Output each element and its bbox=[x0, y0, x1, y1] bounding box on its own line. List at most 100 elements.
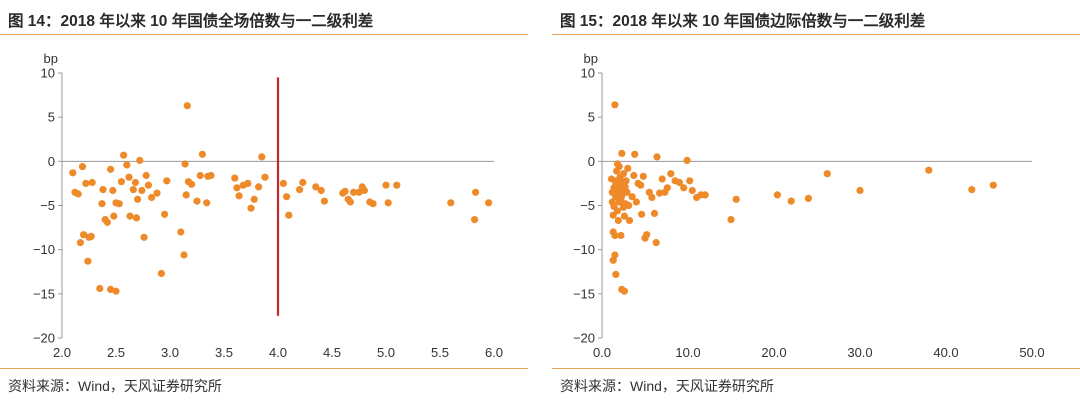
data-point bbox=[82, 179, 90, 187]
data-point bbox=[618, 149, 626, 157]
data-point bbox=[856, 186, 864, 195]
data-point bbox=[648, 193, 656, 202]
x-tick-label: 3.0 bbox=[161, 345, 179, 360]
data-point bbox=[96, 284, 104, 293]
data-point bbox=[643, 231, 651, 239]
data-point bbox=[144, 181, 152, 189]
data-point bbox=[650, 209, 659, 217]
data-point bbox=[804, 194, 812, 202]
x-tick-label: 4.0 bbox=[269, 345, 287, 360]
data-point bbox=[631, 150, 639, 158]
data-point bbox=[193, 197, 201, 205]
data-point bbox=[447, 199, 455, 207]
data-point bbox=[99, 186, 107, 194]
data-point bbox=[84, 257, 92, 265]
source-rule-15 bbox=[552, 368, 1080, 369]
data-point bbox=[667, 170, 675, 178]
data-point bbox=[153, 189, 161, 197]
data-point bbox=[80, 231, 88, 239]
y-tick-label: −10 bbox=[573, 242, 595, 257]
data-point bbox=[688, 186, 696, 195]
data-point bbox=[624, 164, 632, 172]
data-point bbox=[638, 210, 646, 218]
data-point bbox=[88, 178, 96, 187]
data-point bbox=[675, 178, 683, 187]
y-tick-label: −15 bbox=[573, 286, 595, 301]
data-point bbox=[621, 183, 629, 191]
data-point bbox=[639, 172, 647, 180]
data-point bbox=[142, 171, 150, 180]
data-point bbox=[652, 239, 660, 247]
x-tick-label: 6.0 bbox=[485, 345, 503, 360]
data-point bbox=[76, 239, 84, 247]
data-point bbox=[393, 181, 401, 189]
data-point bbox=[157, 269, 165, 278]
data-point bbox=[686, 177, 694, 185]
data-point bbox=[989, 181, 997, 189]
data-point bbox=[471, 216, 479, 224]
y-tick-label: 0 bbox=[48, 154, 55, 169]
data-point bbox=[658, 175, 666, 183]
data-point bbox=[74, 190, 82, 198]
data-point bbox=[161, 210, 169, 218]
data-point bbox=[346, 198, 354, 206]
data-point bbox=[285, 211, 293, 219]
data-point bbox=[773, 191, 781, 199]
data-point bbox=[131, 178, 139, 187]
data-point bbox=[369, 200, 377, 208]
data-point bbox=[261, 173, 269, 181]
data-point bbox=[129, 186, 137, 194]
data-point bbox=[231, 174, 239, 182]
data-point bbox=[611, 231, 619, 240]
data-point bbox=[625, 216, 634, 225]
data-point bbox=[360, 186, 368, 195]
data-point bbox=[69, 169, 77, 177]
data-point bbox=[123, 161, 131, 169]
data-point bbox=[196, 171, 204, 180]
data-point bbox=[87, 232, 95, 240]
x-tick-label: 50.0 bbox=[1019, 345, 1044, 360]
data-point bbox=[258, 153, 266, 161]
data-point bbox=[384, 199, 392, 207]
data-point bbox=[183, 102, 191, 110]
data-point bbox=[968, 186, 976, 194]
y-tick-label: 5 bbox=[588, 110, 595, 125]
data-point bbox=[623, 188, 631, 196]
y-tick-label: 10 bbox=[41, 66, 55, 81]
data-point bbox=[107, 285, 115, 293]
chart-title-15: 图 15：2018 年以来 10 年国债边际倍数与一二级利差 bbox=[560, 13, 926, 30]
x-tick-label: 0.0 bbox=[593, 345, 611, 360]
data-point bbox=[622, 177, 630, 185]
source-note-15: 资料来源：Wind，天风证券研究所 bbox=[560, 378, 774, 394]
x-tick-label: 10.0 bbox=[675, 345, 700, 360]
y-tick-label: −5 bbox=[580, 198, 595, 213]
data-point bbox=[312, 183, 320, 191]
data-point bbox=[247, 204, 255, 212]
data-point bbox=[485, 199, 493, 207]
data-point bbox=[235, 192, 243, 200]
x-tick-label: 20.0 bbox=[761, 345, 786, 360]
data-point bbox=[233, 184, 241, 192]
x-tick-label: 40.0 bbox=[933, 345, 958, 360]
data-point bbox=[472, 188, 480, 196]
data-point bbox=[613, 207, 622, 215]
chart-panel-15: 图 15：2018 年以来 10 年国债边际倍数与一二级利差 bp 10 5 0 −5 −… bbox=[552, 0, 1080, 403]
data-point bbox=[653, 153, 661, 161]
data-point bbox=[250, 195, 258, 203]
title-underline-14 bbox=[0, 34, 528, 35]
data-point bbox=[98, 200, 106, 208]
data-point bbox=[701, 191, 709, 199]
data-point bbox=[177, 228, 185, 236]
data-point bbox=[299, 178, 307, 187]
data-point bbox=[630, 171, 638, 180]
y-tick-label: −10 bbox=[33, 242, 55, 257]
data-point bbox=[140, 233, 148, 241]
data-point bbox=[611, 251, 619, 259]
x-tick-label: 5.5 bbox=[431, 345, 449, 360]
data-point bbox=[355, 188, 363, 196]
data-point bbox=[612, 270, 620, 278]
y-tick-label: 0 bbox=[588, 154, 595, 169]
data-point bbox=[109, 186, 117, 195]
x-tick-label: 3.5 bbox=[215, 345, 233, 360]
